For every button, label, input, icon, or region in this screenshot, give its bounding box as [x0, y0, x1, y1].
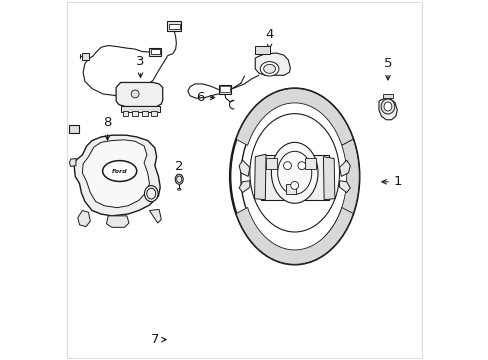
Polygon shape — [236, 89, 352, 145]
Polygon shape — [78, 211, 90, 226]
FancyBboxPatch shape — [167, 21, 181, 31]
FancyBboxPatch shape — [168, 24, 179, 29]
Ellipse shape — [271, 142, 317, 203]
FancyBboxPatch shape — [149, 48, 161, 56]
Polygon shape — [260, 155, 328, 200]
Ellipse shape — [102, 161, 137, 181]
Ellipse shape — [144, 185, 158, 202]
Polygon shape — [69, 158, 76, 166]
Text: 7: 7 — [150, 333, 166, 346]
FancyBboxPatch shape — [151, 49, 159, 54]
Text: 1: 1 — [381, 175, 402, 188]
FancyBboxPatch shape — [265, 158, 276, 169]
Polygon shape — [254, 154, 265, 200]
Text: 4: 4 — [265, 28, 273, 49]
FancyBboxPatch shape — [132, 111, 138, 116]
Polygon shape — [74, 135, 160, 216]
Polygon shape — [324, 139, 359, 248]
Polygon shape — [106, 216, 129, 227]
Ellipse shape — [175, 174, 183, 184]
Polygon shape — [255, 53, 290, 75]
Polygon shape — [323, 157, 334, 200]
Ellipse shape — [131, 90, 139, 98]
Ellipse shape — [290, 181, 298, 189]
Polygon shape — [116, 82, 163, 107]
FancyBboxPatch shape — [121, 107, 160, 112]
Text: 5: 5 — [383, 57, 391, 80]
Polygon shape — [239, 160, 249, 176]
Text: 2: 2 — [175, 160, 183, 180]
Ellipse shape — [380, 99, 394, 114]
FancyBboxPatch shape — [382, 94, 392, 98]
Ellipse shape — [230, 89, 359, 264]
Ellipse shape — [260, 62, 278, 76]
Polygon shape — [378, 98, 396, 120]
FancyBboxPatch shape — [69, 126, 79, 134]
Text: 6: 6 — [196, 91, 214, 104]
Ellipse shape — [249, 114, 339, 232]
Ellipse shape — [283, 162, 291, 170]
Polygon shape — [339, 181, 349, 193]
FancyBboxPatch shape — [218, 85, 231, 94]
Ellipse shape — [241, 101, 348, 252]
Ellipse shape — [383, 102, 391, 111]
Polygon shape — [82, 140, 149, 208]
Ellipse shape — [177, 188, 181, 190]
FancyBboxPatch shape — [305, 158, 316, 169]
FancyBboxPatch shape — [285, 184, 296, 194]
Ellipse shape — [263, 64, 275, 73]
FancyBboxPatch shape — [220, 86, 229, 93]
Ellipse shape — [297, 162, 305, 170]
Text: 8: 8 — [103, 116, 111, 140]
Polygon shape — [236, 207, 352, 264]
FancyBboxPatch shape — [122, 111, 128, 116]
FancyBboxPatch shape — [255, 46, 269, 54]
Polygon shape — [149, 210, 161, 223]
Polygon shape — [339, 160, 349, 176]
Text: Ford: Ford — [112, 168, 127, 174]
FancyBboxPatch shape — [142, 111, 147, 116]
FancyBboxPatch shape — [82, 53, 89, 59]
Text: 3: 3 — [136, 55, 144, 77]
Polygon shape — [239, 181, 249, 193]
FancyBboxPatch shape — [151, 111, 157, 116]
